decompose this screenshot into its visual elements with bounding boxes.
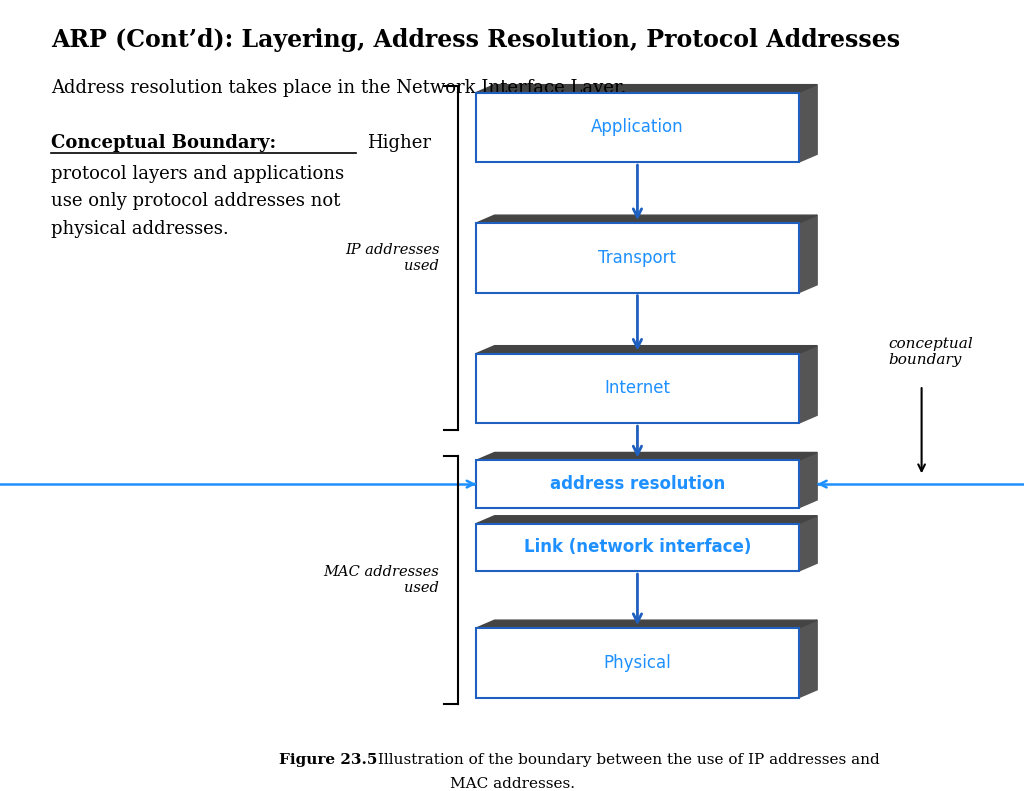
Polygon shape [799,452,817,508]
Text: IP addresses
used: IP addresses used [345,243,439,273]
Text: Transport: Transport [598,249,677,267]
Polygon shape [476,620,817,628]
Text: Physical: Physical [603,654,672,672]
Polygon shape [799,620,817,698]
Text: Address resolution takes place in the Network Interface Layer.: Address resolution takes place in the Ne… [51,79,627,97]
Polygon shape [799,215,817,293]
Text: conceptual
boundary: conceptual boundary [889,337,974,367]
Text: Internet: Internet [604,380,671,397]
Text: protocol layers and applications: protocol layers and applications [51,165,344,183]
Text: Higher: Higher [367,134,430,153]
Text: MAC addresses
used: MAC addresses used [324,565,439,596]
Text: Link (network interface): Link (network interface) [523,539,752,556]
Polygon shape [799,85,817,162]
Text: address resolution: address resolution [550,475,725,493]
Text: Application: Application [591,119,684,136]
Bar [476,460,799,508]
Text: ARP (Cont’d): Layering, Address Resolution, Protocol Addresses: ARP (Cont’d): Layering, Address Resoluti… [51,28,900,51]
Bar [476,93,799,162]
Polygon shape [799,516,817,571]
Text: physical addresses.: physical addresses. [51,220,229,238]
Text: Conceptual Boundary:: Conceptual Boundary: [51,134,276,153]
Bar [476,628,799,698]
Text: MAC addresses.: MAC addresses. [450,777,574,791]
Bar [476,223,799,293]
Polygon shape [476,452,817,460]
Text: use only protocol addresses not: use only protocol addresses not [51,192,341,210]
Polygon shape [476,85,817,93]
Polygon shape [476,346,817,354]
Text: Figure 23.5: Figure 23.5 [279,753,377,767]
Bar [476,354,799,423]
Polygon shape [476,516,817,524]
Bar [476,524,799,571]
Polygon shape [799,346,817,423]
Polygon shape [476,215,817,223]
Text: Illustration of the boundary between the use of IP addresses and: Illustration of the boundary between the… [373,753,880,767]
